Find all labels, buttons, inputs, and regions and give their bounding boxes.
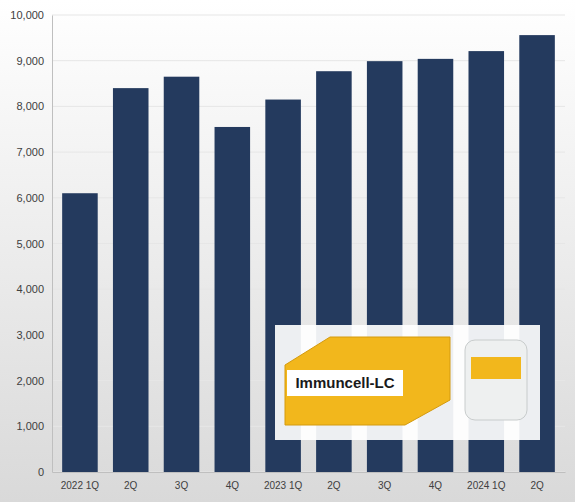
x-tick: 2Q (327, 472, 341, 491)
x-tick: 2Q (124, 472, 138, 491)
x-tick: 2023 1Q (264, 472, 303, 491)
y-tick-label: 4,000 (16, 283, 44, 295)
y-tick-label: 5,000 (16, 238, 44, 250)
package-label (287, 370, 403, 396)
x-tick-label: 3Q (175, 480, 189, 491)
x-tick: 3Q (175, 472, 189, 491)
y-tick: 3,000 (16, 329, 52, 341)
y-tick: 2,000 (16, 375, 52, 387)
y-tick-label: 6,000 (16, 192, 44, 204)
image-panel (275, 325, 540, 440)
y-tick: 8,000 (16, 100, 52, 112)
bar (164, 77, 200, 472)
x-tick-label: 3Q (378, 480, 392, 491)
y-tick: 4,000 (16, 283, 52, 295)
grid-line (52, 15, 565, 16)
y-tick-label: 7,000 (16, 146, 44, 158)
bag-label (471, 357, 521, 379)
x-tick-label: 2Q (124, 480, 138, 491)
x-tick-label: 2Q (530, 480, 544, 491)
y-tick: 7,000 (16, 146, 52, 158)
x-tick: 2Q (530, 472, 544, 491)
x-tick-label: 4Q (226, 480, 240, 491)
y-tick: 5,000 (16, 238, 52, 250)
bars (62, 35, 555, 472)
x-tick: 2024 1Q (467, 472, 506, 491)
y-tick: 1,000 (16, 420, 52, 432)
y-tick-label: 8,000 (16, 100, 44, 112)
plot: 0 1,000 2,000 3,000 4,000 5,000 6,000 7,000 8,00… (10, 9, 565, 491)
y-tick: 6,000 (16, 192, 52, 204)
bar (113, 88, 149, 472)
infusion-bag (465, 340, 527, 420)
y-tick: 9,000 (16, 55, 52, 67)
x-tick-label: 2024 1Q (467, 480, 506, 491)
package-box (285, 337, 450, 425)
y-tick: 0 (38, 466, 52, 478)
y-tick-label: 10,000 (10, 9, 44, 21)
x-tick-label: 2Q (327, 480, 341, 491)
y-tick-label: 9,000 (16, 55, 44, 67)
grid (52, 15, 565, 472)
x-tick-label: 4Q (429, 480, 443, 491)
y-tick-label: 3,000 (16, 329, 44, 341)
y-axis: 0 1,000 2,000 3,000 4,000 5,000 6,000 7,000 8,00… (10, 9, 52, 478)
x-tick: 4Q (429, 472, 443, 491)
y-tick-label: 1,000 (16, 420, 44, 432)
bar (215, 127, 251, 472)
x-tick: 4Q (226, 472, 240, 491)
y-tick: 10,000 (10, 9, 52, 21)
x-axis-line (53, 472, 566, 473)
x-tick-label: 2023 1Q (264, 480, 303, 491)
annotation: Immuncell-LC (295, 374, 394, 391)
chart: 0 1,000 2,000 3,000 4,000 5,000 6,000 7,000 8,00… (0, 0, 575, 502)
x-tick: 3Q (378, 472, 392, 491)
y-tick-label: 0 (38, 466, 44, 478)
bar (62, 193, 98, 472)
product-image: Immuncell-LC (275, 325, 540, 440)
x-tick: 2022 1Q (61, 472, 100, 491)
y-axis-line (52, 16, 53, 473)
background (0, 0, 575, 502)
x-tick-label: 2022 1Q (61, 480, 100, 491)
y-tick-label: 2,000 (16, 375, 44, 387)
x-axis: 2022 1Q 2Q 3Q 4Q 2023 1Q 2Q 3Q 4Q 2024 1Q 2Q (53, 472, 566, 491)
